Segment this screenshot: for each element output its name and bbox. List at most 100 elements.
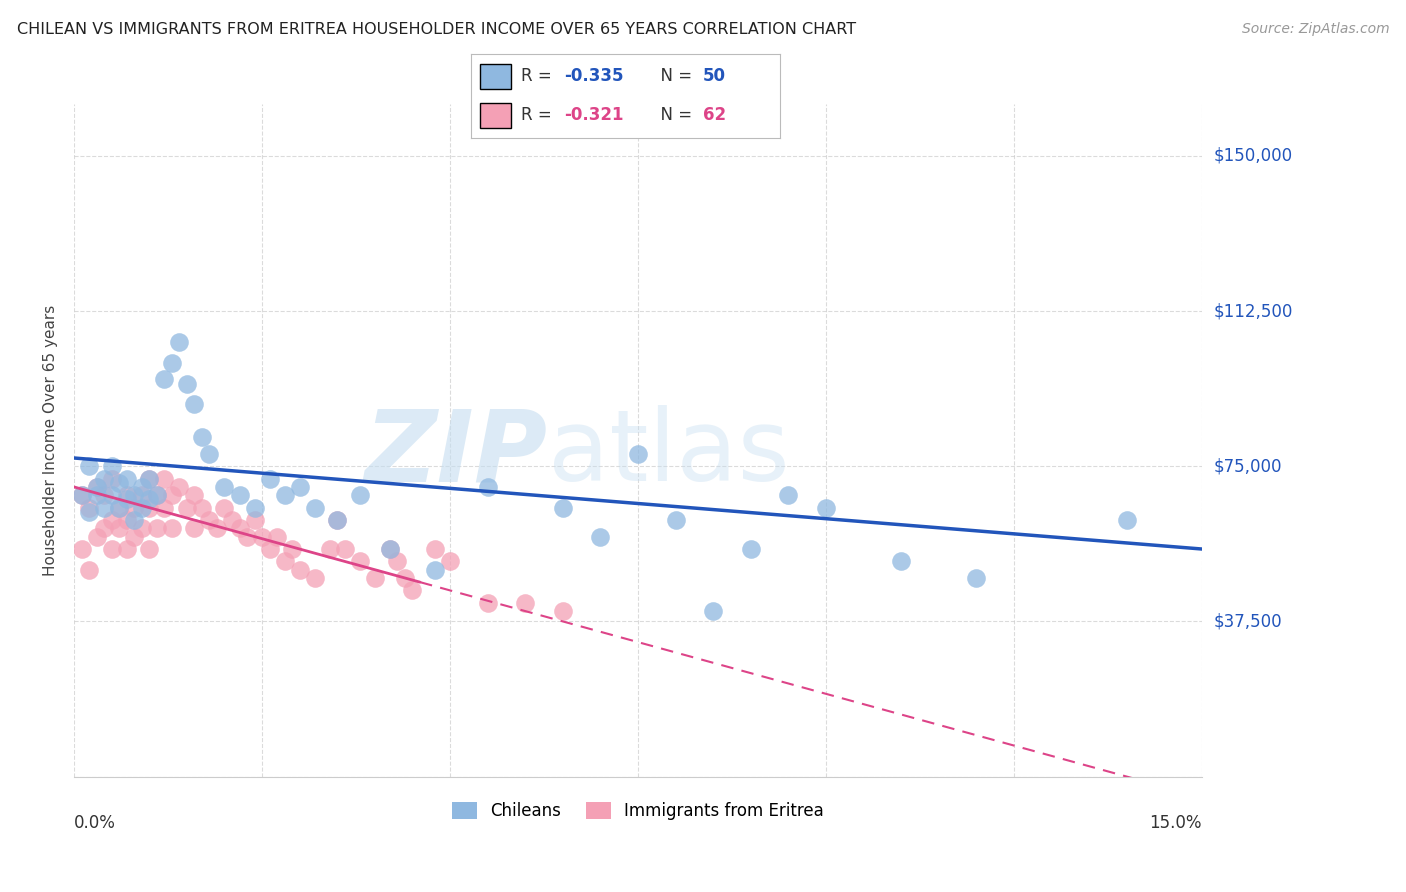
Point — [387, 554, 409, 568]
Point — [153, 472, 176, 486]
Point — [183, 397, 205, 411]
Text: R =: R = — [520, 68, 557, 86]
Point — [364, 571, 387, 585]
Point — [243, 513, 266, 527]
Point — [214, 480, 236, 494]
Point — [815, 500, 838, 515]
Point — [198, 513, 221, 527]
Point — [100, 513, 122, 527]
Point — [191, 500, 214, 515]
Point — [93, 500, 115, 515]
Point — [115, 542, 138, 557]
Point — [131, 488, 153, 502]
Point — [627, 447, 650, 461]
Point — [378, 542, 401, 557]
Point — [153, 500, 176, 515]
Point — [108, 500, 131, 515]
Point — [273, 554, 295, 568]
Point — [131, 480, 153, 494]
Text: ZIP: ZIP — [364, 405, 548, 502]
Point — [153, 372, 176, 386]
Point — [93, 472, 115, 486]
Point — [423, 542, 446, 557]
Text: 62: 62 — [703, 106, 725, 124]
Text: $150,000: $150,000 — [1213, 147, 1292, 165]
Point — [93, 488, 115, 502]
Point — [304, 571, 326, 585]
Point — [966, 571, 988, 585]
Point — [228, 488, 250, 502]
Point — [77, 500, 100, 515]
Text: Source: ZipAtlas.com: Source: ZipAtlas.com — [1241, 22, 1389, 37]
Point — [131, 500, 153, 515]
Point — [423, 563, 446, 577]
Text: atlas: atlas — [548, 405, 790, 502]
Point — [333, 542, 356, 557]
Text: $37,500: $37,500 — [1213, 613, 1282, 631]
Point — [86, 480, 108, 494]
Point — [589, 530, 612, 544]
Point — [236, 530, 259, 544]
Point — [131, 521, 153, 535]
Point — [138, 542, 160, 557]
Y-axis label: Householder Income Over 65 years: Householder Income Over 65 years — [44, 305, 58, 576]
Point — [740, 542, 762, 557]
Text: CHILEAN VS IMMIGRANTS FROM ERITREA HOUSEHOLDER INCOME OVER 65 YEARS CORRELATION : CHILEAN VS IMMIGRANTS FROM ERITREA HOUSE… — [17, 22, 856, 37]
Point — [100, 472, 122, 486]
Text: R =: R = — [520, 106, 557, 124]
Point — [183, 488, 205, 502]
Point — [100, 488, 122, 502]
Point — [551, 604, 574, 618]
Text: -0.321: -0.321 — [564, 106, 623, 124]
Point — [115, 513, 138, 527]
Point — [477, 480, 499, 494]
Point — [288, 480, 311, 494]
Text: 0.0%: 0.0% — [75, 814, 115, 831]
Point — [115, 492, 138, 507]
Point — [214, 500, 236, 515]
Text: 50: 50 — [703, 68, 725, 86]
Point — [198, 447, 221, 461]
Point — [70, 542, 93, 557]
Point — [551, 500, 574, 515]
Point — [1115, 513, 1137, 527]
Point — [146, 488, 169, 502]
Point — [138, 472, 160, 486]
Point — [86, 480, 108, 494]
Point — [477, 596, 499, 610]
Point — [250, 530, 273, 544]
Text: $112,500: $112,500 — [1213, 302, 1292, 320]
Point — [93, 521, 115, 535]
Point — [319, 542, 342, 557]
Point — [108, 475, 131, 490]
FancyBboxPatch shape — [481, 103, 512, 128]
Point — [259, 542, 281, 557]
Point — [70, 488, 93, 502]
Point — [146, 521, 169, 535]
Point — [86, 488, 108, 502]
Point — [70, 488, 93, 502]
Point — [138, 500, 160, 515]
Point — [778, 488, 800, 502]
Point — [122, 513, 145, 527]
Point — [86, 530, 108, 544]
Point — [304, 500, 326, 515]
Point — [228, 521, 250, 535]
Point — [288, 563, 311, 577]
Text: 15.0%: 15.0% — [1150, 814, 1202, 831]
Point — [259, 472, 281, 486]
Point — [176, 376, 198, 391]
Point — [394, 571, 416, 585]
Point — [160, 521, 183, 535]
Point — [160, 356, 183, 370]
Point — [243, 500, 266, 515]
Text: N =: N = — [651, 68, 697, 86]
Point — [273, 488, 295, 502]
Point — [77, 563, 100, 577]
Point — [326, 513, 349, 527]
Point — [108, 521, 131, 535]
Point — [205, 521, 228, 535]
Point — [401, 583, 423, 598]
FancyBboxPatch shape — [481, 63, 512, 89]
Legend: Chileans, Immigrants from Eritrea: Chileans, Immigrants from Eritrea — [444, 794, 832, 829]
